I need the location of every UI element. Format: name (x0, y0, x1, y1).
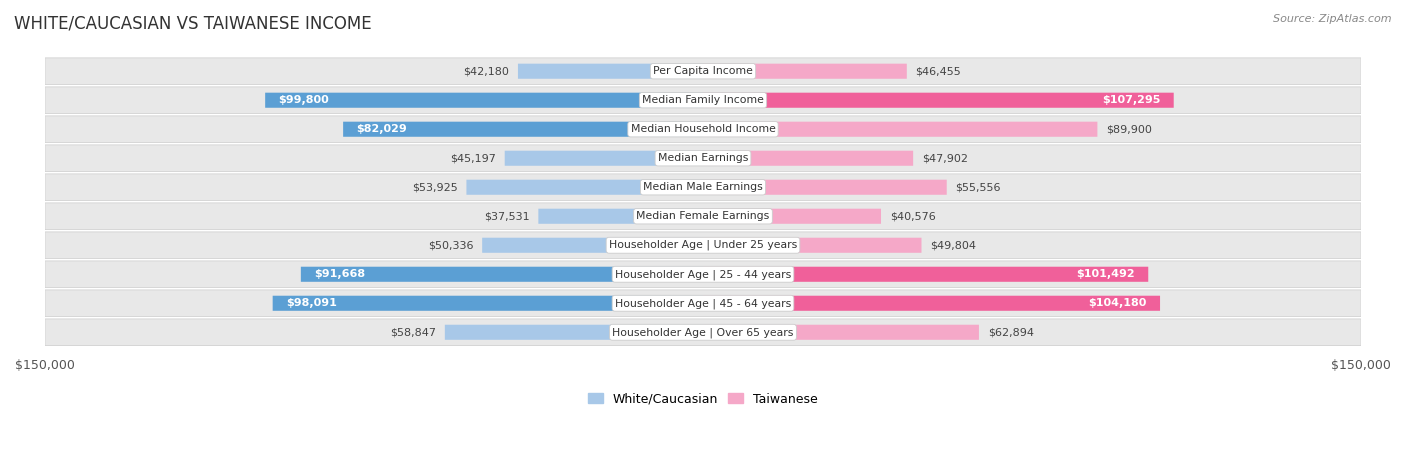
FancyBboxPatch shape (45, 145, 1361, 171)
FancyBboxPatch shape (273, 296, 703, 311)
FancyBboxPatch shape (703, 209, 882, 224)
Text: $58,847: $58,847 (389, 327, 436, 337)
Text: Householder Age | Over 65 years: Householder Age | Over 65 years (612, 327, 794, 338)
Text: Householder Age | Under 25 years: Householder Age | Under 25 years (609, 240, 797, 250)
Text: Source: ZipAtlas.com: Source: ZipAtlas.com (1274, 14, 1392, 24)
FancyBboxPatch shape (444, 325, 703, 340)
FancyBboxPatch shape (517, 64, 703, 79)
FancyBboxPatch shape (301, 267, 703, 282)
Text: Median Earnings: Median Earnings (658, 153, 748, 163)
Text: $49,804: $49,804 (931, 240, 976, 250)
FancyBboxPatch shape (266, 92, 703, 108)
FancyBboxPatch shape (343, 122, 703, 137)
FancyBboxPatch shape (703, 151, 912, 166)
FancyBboxPatch shape (45, 58, 1361, 85)
Text: $99,800: $99,800 (278, 95, 329, 105)
Text: Median Family Income: Median Family Income (643, 95, 763, 105)
FancyBboxPatch shape (45, 116, 1361, 142)
Text: $46,455: $46,455 (915, 66, 962, 76)
FancyBboxPatch shape (703, 325, 979, 340)
FancyBboxPatch shape (703, 180, 946, 195)
Text: Median Female Earnings: Median Female Earnings (637, 211, 769, 221)
Text: $50,336: $50,336 (427, 240, 474, 250)
FancyBboxPatch shape (703, 122, 1098, 137)
FancyBboxPatch shape (703, 267, 1149, 282)
Text: $45,197: $45,197 (450, 153, 496, 163)
FancyBboxPatch shape (45, 87, 1361, 113)
FancyBboxPatch shape (505, 151, 703, 166)
Text: $42,180: $42,180 (464, 66, 509, 76)
Text: $37,531: $37,531 (484, 211, 530, 221)
FancyBboxPatch shape (45, 174, 1361, 201)
FancyBboxPatch shape (703, 238, 921, 253)
Text: WHITE/CAUCASIAN VS TAIWANESE INCOME: WHITE/CAUCASIAN VS TAIWANESE INCOME (14, 14, 371, 32)
FancyBboxPatch shape (45, 290, 1361, 317)
FancyBboxPatch shape (703, 92, 1174, 108)
FancyBboxPatch shape (482, 238, 703, 253)
Text: $98,091: $98,091 (285, 298, 336, 308)
FancyBboxPatch shape (45, 203, 1361, 230)
Text: $53,925: $53,925 (412, 182, 457, 192)
FancyBboxPatch shape (467, 180, 703, 195)
FancyBboxPatch shape (45, 232, 1361, 259)
FancyBboxPatch shape (45, 319, 1361, 346)
FancyBboxPatch shape (538, 209, 703, 224)
Text: $55,556: $55,556 (956, 182, 1001, 192)
Text: Median Household Income: Median Household Income (630, 124, 776, 134)
Text: $62,894: $62,894 (987, 327, 1033, 337)
Text: Median Male Earnings: Median Male Earnings (643, 182, 763, 192)
Text: $40,576: $40,576 (890, 211, 935, 221)
Text: $47,902: $47,902 (922, 153, 967, 163)
Text: $89,900: $89,900 (1107, 124, 1152, 134)
FancyBboxPatch shape (703, 296, 1160, 311)
Text: $82,029: $82,029 (356, 124, 408, 134)
FancyBboxPatch shape (45, 261, 1361, 288)
Legend: White/Caucasian, Taiwanese: White/Caucasian, Taiwanese (583, 388, 823, 410)
Text: Householder Age | 25 - 44 years: Householder Age | 25 - 44 years (614, 269, 792, 280)
Text: $101,492: $101,492 (1077, 269, 1135, 279)
Text: Per Capita Income: Per Capita Income (652, 66, 754, 76)
FancyBboxPatch shape (703, 64, 907, 79)
Text: $107,295: $107,295 (1102, 95, 1160, 105)
Text: Householder Age | 45 - 64 years: Householder Age | 45 - 64 years (614, 298, 792, 309)
Text: $104,180: $104,180 (1088, 298, 1147, 308)
Text: $91,668: $91,668 (314, 269, 366, 279)
